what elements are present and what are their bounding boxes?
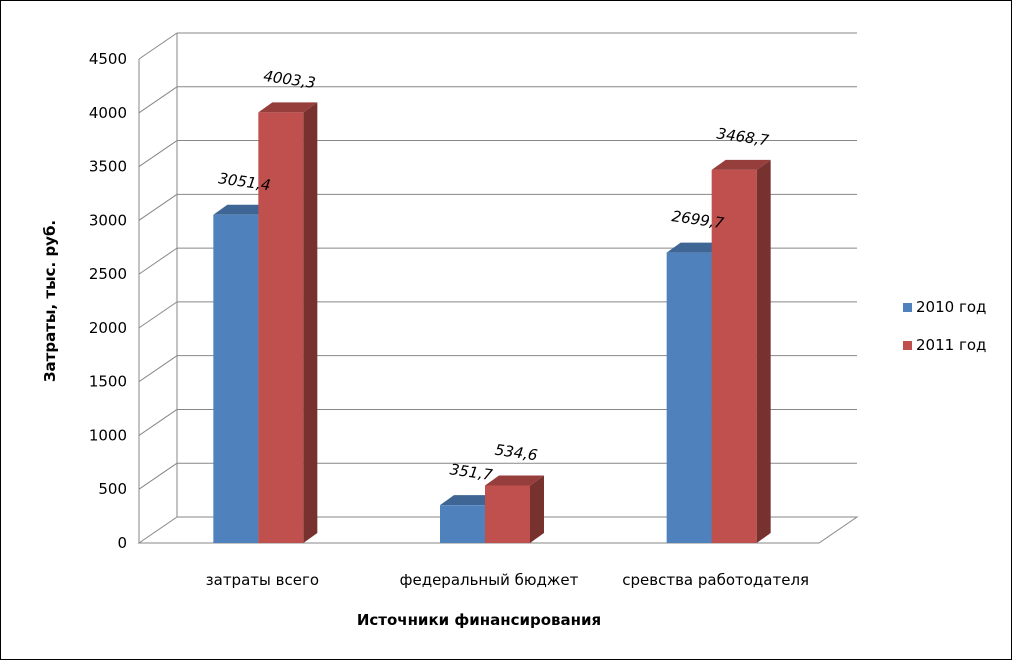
data-label: 534,6 xyxy=(494,441,539,465)
x-axis-title: Источники финансирования xyxy=(357,611,601,629)
bar xyxy=(711,159,771,543)
gridline-diagonal xyxy=(138,86,178,114)
bar-front xyxy=(485,485,530,543)
data-label: 351,7 xyxy=(449,460,494,484)
bar-front xyxy=(666,252,712,543)
y-tick-label: 1500 xyxy=(89,373,127,391)
bar-top xyxy=(213,204,273,215)
y-tick-label: 2500 xyxy=(89,265,127,283)
gridline-diagonal xyxy=(138,140,178,167)
legend-swatch xyxy=(903,341,912,350)
legend-label: 2010 год xyxy=(916,298,986,316)
data-label: 4003,3 xyxy=(262,67,316,92)
gridline-diagonal xyxy=(138,355,178,383)
gridline-diagonal xyxy=(138,462,178,490)
gridline-diagonal xyxy=(138,32,178,60)
y-tick-label: 500 xyxy=(98,480,127,498)
bar-side xyxy=(303,102,318,543)
bar-side xyxy=(530,475,544,543)
x-tick-label: сревства работодателя xyxy=(622,571,809,589)
y-tick-label: 2000 xyxy=(89,319,127,337)
bar-top xyxy=(666,242,726,253)
y-tick-label: 3500 xyxy=(89,158,127,176)
legend-swatch xyxy=(903,303,912,312)
bar-top xyxy=(440,495,499,506)
legend-label: 2011 год xyxy=(916,336,986,354)
y-tick-label: 1000 xyxy=(89,426,127,444)
bar-front xyxy=(258,112,304,543)
gridline-diagonal xyxy=(138,301,178,329)
bar-front xyxy=(711,169,757,543)
bar-front xyxy=(440,505,485,543)
bar xyxy=(485,475,544,543)
bar-top xyxy=(711,159,771,170)
bar-front xyxy=(213,214,259,543)
x-tick-label: затраты всего xyxy=(206,571,319,589)
bar-top xyxy=(258,102,318,113)
gridline-diagonal xyxy=(138,247,178,275)
y-tick-label: 4500 xyxy=(89,50,127,68)
y-axis-title: Затраты, тыс. руб. xyxy=(41,220,59,382)
legend: 2010 год 2011 год xyxy=(903,298,986,354)
y-tick-label: 0 xyxy=(117,534,127,552)
x-tick-label: федеральный бюджет xyxy=(400,571,579,589)
bar xyxy=(258,102,318,543)
bar-top xyxy=(485,475,544,486)
gridline-diagonal xyxy=(138,193,178,221)
y-tick-label: 4000 xyxy=(89,104,127,122)
bar-side xyxy=(756,159,771,543)
y-tick-label: 3000 xyxy=(89,211,127,229)
gridline-diagonal xyxy=(138,409,178,436)
data-label: 3468,7 xyxy=(716,124,771,149)
